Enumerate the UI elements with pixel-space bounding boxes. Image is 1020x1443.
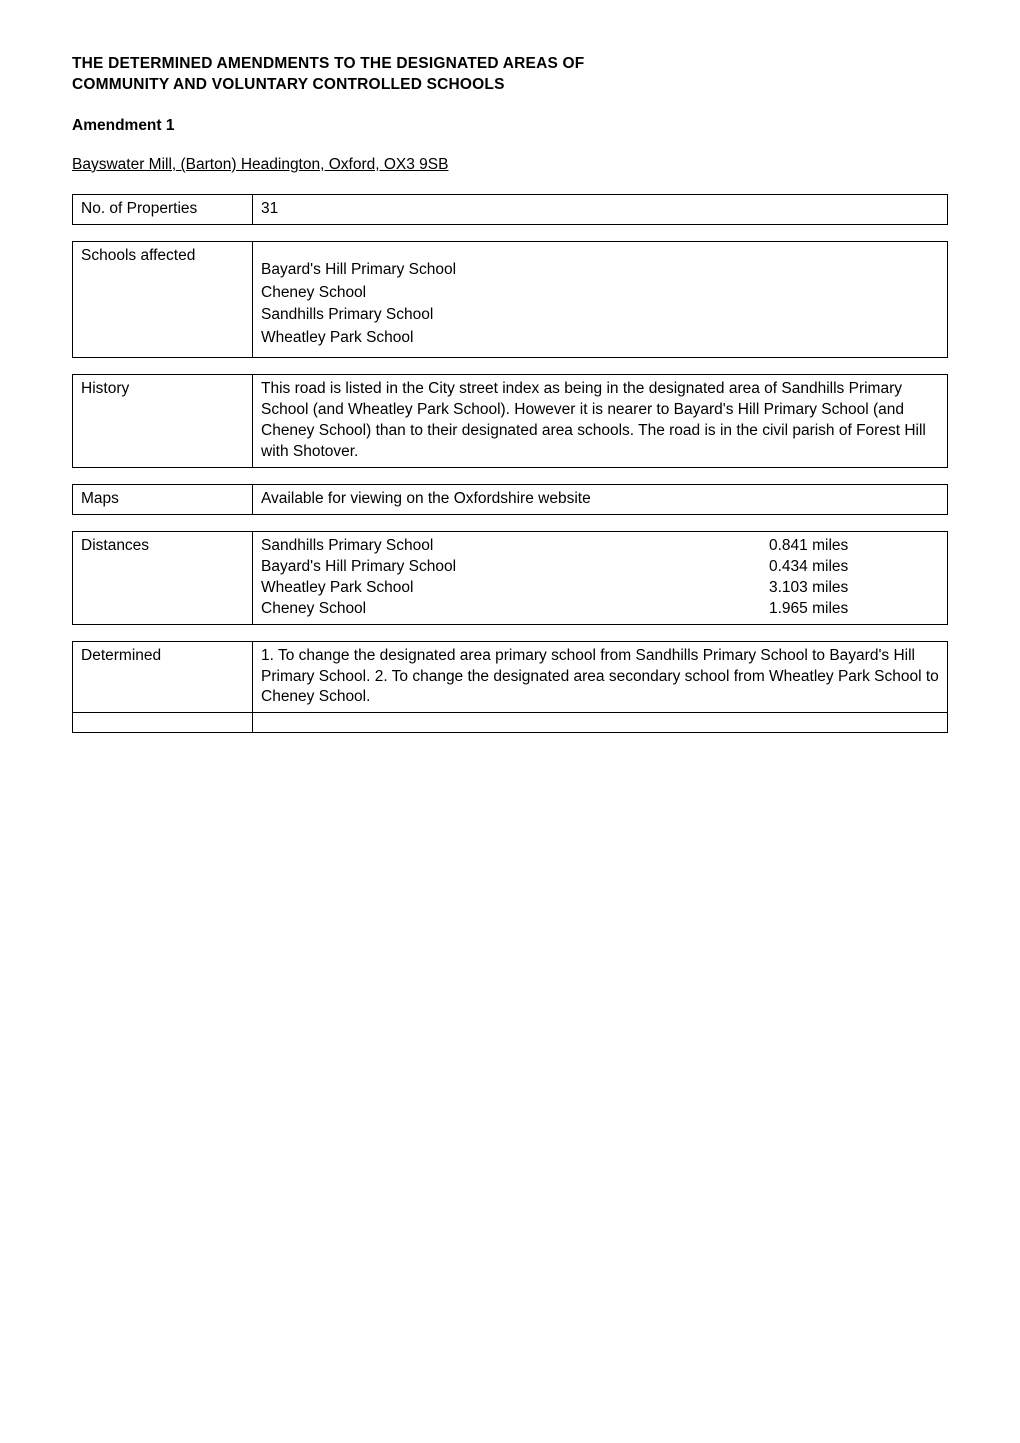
properties-table: No. of Properties 31 <box>72 194 948 225</box>
distances-label: Distances <box>73 531 253 624</box>
history-text-cell: This road is listed in the City street i… <box>253 375 948 468</box>
distances-school: Wheatley Park School <box>261 578 769 599</box>
distances-row: Bayard's Hill Primary School 0.434 miles <box>261 557 939 578</box>
maps-label: Maps <box>73 484 253 514</box>
determined-text: 1. To change the designated area primary… <box>261 646 939 709</box>
history-label: History <box>73 375 253 468</box>
schools-affected-item: Cheney School <box>261 283 939 304</box>
history-text: This road is listed in the City street i… <box>261 379 939 463</box>
schools-affected-label: Schools affected <box>73 241 253 358</box>
maps-table: Maps Available for viewing on the Oxford… <box>72 484 948 515</box>
distances-miles: 0.434 miles <box>769 557 939 578</box>
distances-row: Sandhills Primary School 0.841 miles <box>261 536 939 557</box>
distances-table: Distances Sandhills Primary School 0.841… <box>72 531 948 625</box>
schools-affected-list: Bayard's Hill Primary School Cheney Scho… <box>261 246 939 354</box>
amendment-number: Amendment 1 <box>72 116 948 137</box>
schools-affected-item: Wheatley Park School <box>261 328 939 349</box>
determined-text-cell: 1. To change the designated area primary… <box>253 641 948 713</box>
heading-line-2: COMMUNITY AND VOLUNTARY CONTROLLED SCHOO… <box>72 76 505 93</box>
schools-affected-table: Schools affected Bayard's Hill Primary S… <box>72 241 948 359</box>
distances-miles: 3.103 miles <box>769 578 939 599</box>
distances-school: Bayard's Hill Primary School <box>261 557 769 578</box>
location-line: Bayswater Mill, (Barton) Headington, Oxf… <box>72 155 948 176</box>
maps-text: Available for viewing on the Oxfordshire… <box>253 484 948 514</box>
distances-school: Cheney School <box>261 599 769 620</box>
determined-empty-value <box>253 713 948 733</box>
schools-affected-item: Sandhills Primary School <box>261 305 939 326</box>
properties-label: No. of Properties <box>73 194 253 224</box>
schools-affected-cell: Bayard's Hill Primary School Cheney Scho… <box>253 241 948 358</box>
properties-value: 31 <box>253 194 948 224</box>
determined-table: Determined 1. To change the designated a… <box>72 641 948 734</box>
history-table: History This road is listed in the City … <box>72 374 948 468</box>
distances-row: Wheatley Park School 3.103 miles <box>261 578 939 599</box>
distances-miles: 0.841 miles <box>769 536 939 557</box>
distances-cell: Sandhills Primary School 0.841 miles Bay… <box>253 531 948 624</box>
determined-label: Determined <box>73 641 253 713</box>
schools-affected-item: Bayard's Hill Primary School <box>261 260 939 281</box>
heading-line-1: THE DETERMINED AMENDMENTS TO THE DESIGNA… <box>72 55 584 72</box>
distances-miles: 1.965 miles <box>769 599 939 620</box>
page-heading: THE DETERMINED AMENDMENTS TO THE DESIGNA… <box>72 54 948 96</box>
distances-row: Cheney School 1.965 miles <box>261 599 939 620</box>
determined-empty-label <box>73 713 253 733</box>
distances-school: Sandhills Primary School <box>261 536 769 557</box>
